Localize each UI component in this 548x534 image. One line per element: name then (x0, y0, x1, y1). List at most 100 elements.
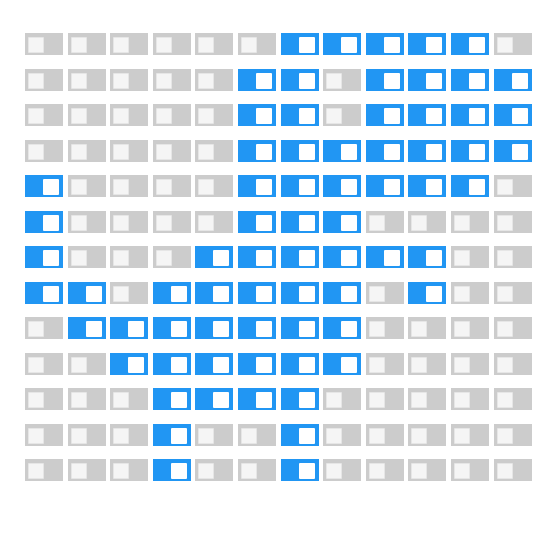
toggle-switch-r13-c2[interactable] (68, 459, 106, 481)
toggle-switch-r8-c7[interactable] (281, 282, 319, 304)
toggle-switch-r4-c4[interactable] (153, 140, 191, 162)
toggle-switch-r2-c1[interactable] (25, 69, 63, 91)
toggle-switch-r4-c10[interactable] (408, 140, 446, 162)
toggle-switch-r9-c10[interactable] (408, 317, 446, 339)
toggle-switch-r7-c11[interactable] (451, 246, 489, 268)
toggle-switch-r6-c7[interactable] (281, 211, 319, 233)
toggle-switch-r10-c9[interactable] (366, 353, 404, 375)
toggle-switch-r4-c12[interactable] (494, 140, 532, 162)
toggle-switch-r5-c6[interactable] (238, 175, 276, 197)
toggle-switch-r11-c3[interactable] (110, 388, 148, 410)
toggle-switch-r12-c12[interactable] (494, 424, 532, 446)
toggle-switch-r7-c5[interactable] (195, 246, 233, 268)
toggle-switch-r3-c6[interactable] (238, 104, 276, 126)
toggle-switch-r13-c11[interactable] (451, 459, 489, 481)
toggle-switch-r6-c12[interactable] (494, 211, 532, 233)
toggle-switch-r10-c3[interactable] (110, 353, 148, 375)
toggle-switch-r12-c9[interactable] (366, 424, 404, 446)
toggle-switch-r11-c1[interactable] (25, 388, 63, 410)
toggle-switch-r9-c12[interactable] (494, 317, 532, 339)
toggle-switch-r4-c7[interactable] (281, 140, 319, 162)
toggle-switch-r5-c10[interactable] (408, 175, 446, 197)
toggle-switch-r10-c10[interactable] (408, 353, 446, 375)
toggle-switch-r10-c6[interactable] (238, 353, 276, 375)
toggle-switch-r7-c8[interactable] (323, 246, 361, 268)
toggle-switch-r7-c4[interactable] (153, 246, 191, 268)
toggle-switch-r3-c2[interactable] (68, 104, 106, 126)
toggle-switch-r9-c8[interactable] (323, 317, 361, 339)
toggle-switch-r5-c4[interactable] (153, 175, 191, 197)
toggle-switch-r13-c12[interactable] (494, 459, 532, 481)
toggle-switch-r2-c8[interactable] (323, 69, 361, 91)
toggle-switch-r2-c11[interactable] (451, 69, 489, 91)
toggle-switch-r6-c5[interactable] (195, 211, 233, 233)
toggle-switch-r5-c11[interactable] (451, 175, 489, 197)
toggle-switch-r9-c9[interactable] (366, 317, 404, 339)
toggle-switch-r4-c6[interactable] (238, 140, 276, 162)
toggle-switch-r2-c5[interactable] (195, 69, 233, 91)
toggle-switch-r1-c3[interactable] (110, 33, 148, 55)
toggle-switch-r10-c5[interactable] (195, 353, 233, 375)
toggle-switch-r9-c3[interactable] (110, 317, 148, 339)
toggle-switch-r9-c1[interactable] (25, 317, 63, 339)
toggle-switch-r6-c2[interactable] (68, 211, 106, 233)
toggle-switch-r13-c5[interactable] (195, 459, 233, 481)
toggle-switch-r13-c10[interactable] (408, 459, 446, 481)
toggle-switch-r11-c9[interactable] (366, 388, 404, 410)
toggle-switch-r8-c8[interactable] (323, 282, 361, 304)
toggle-switch-r2-c6[interactable] (238, 69, 276, 91)
toggle-switch-r2-c3[interactable] (110, 69, 148, 91)
toggle-switch-r13-c4[interactable] (153, 459, 191, 481)
toggle-switch-r5-c1[interactable] (25, 175, 63, 197)
toggle-switch-r9-c7[interactable] (281, 317, 319, 339)
toggle-switch-r1-c6[interactable] (238, 33, 276, 55)
toggle-switch-r2-c4[interactable] (153, 69, 191, 91)
toggle-switch-r3-c8[interactable] (323, 104, 361, 126)
toggle-switch-r6-c1[interactable] (25, 211, 63, 233)
toggle-switch-r1-c9[interactable] (366, 33, 404, 55)
toggle-switch-r9-c2[interactable] (68, 317, 106, 339)
toggle-switch-r10-c7[interactable] (281, 353, 319, 375)
toggle-switch-r1-c1[interactable] (25, 33, 63, 55)
toggle-switch-r9-c6[interactable] (238, 317, 276, 339)
toggle-switch-r2-c10[interactable] (408, 69, 446, 91)
toggle-switch-r6-c10[interactable] (408, 211, 446, 233)
toggle-switch-r3-c9[interactable] (366, 104, 404, 126)
toggle-switch-r7-c9[interactable] (366, 246, 404, 268)
toggle-switch-r8-c3[interactable] (110, 282, 148, 304)
toggle-switch-r3-c10[interactable] (408, 104, 446, 126)
toggle-switch-r3-c12[interactable] (494, 104, 532, 126)
toggle-switch-r12-c8[interactable] (323, 424, 361, 446)
toggle-switch-r12-c7[interactable] (281, 424, 319, 446)
toggle-switch-r7-c12[interactable] (494, 246, 532, 268)
toggle-switch-r8-c11[interactable] (451, 282, 489, 304)
toggle-switch-r6-c8[interactable] (323, 211, 361, 233)
toggle-switch-r11-c10[interactable] (408, 388, 446, 410)
toggle-switch-r1-c5[interactable] (195, 33, 233, 55)
toggle-switch-r2-c7[interactable] (281, 69, 319, 91)
toggle-switch-r11-c8[interactable] (323, 388, 361, 410)
toggle-switch-r8-c5[interactable] (195, 282, 233, 304)
toggle-switch-r9-c5[interactable] (195, 317, 233, 339)
toggle-switch-r5-c12[interactable] (494, 175, 532, 197)
toggle-switch-r12-c3[interactable] (110, 424, 148, 446)
toggle-switch-r1-c8[interactable] (323, 33, 361, 55)
toggle-switch-r12-c11[interactable] (451, 424, 489, 446)
toggle-switch-r5-c5[interactable] (195, 175, 233, 197)
toggle-switch-r7-c3[interactable] (110, 246, 148, 268)
toggle-switch-r4-c5[interactable] (195, 140, 233, 162)
toggle-switch-r10-c8[interactable] (323, 353, 361, 375)
toggle-switch-r6-c4[interactable] (153, 211, 191, 233)
toggle-switch-r1-c12[interactable] (494, 33, 532, 55)
toggle-switch-r5-c3[interactable] (110, 175, 148, 197)
toggle-switch-r9-c11[interactable] (451, 317, 489, 339)
toggle-switch-r5-c9[interactable] (366, 175, 404, 197)
toggle-switch-r13-c9[interactable] (366, 459, 404, 481)
toggle-switch-r3-c11[interactable] (451, 104, 489, 126)
toggle-switch-r11-c2[interactable] (68, 388, 106, 410)
toggle-switch-r8-c6[interactable] (238, 282, 276, 304)
toggle-switch-r13-c1[interactable] (25, 459, 63, 481)
toggle-switch-r1-c7[interactable] (281, 33, 319, 55)
toggle-switch-r13-c7[interactable] (281, 459, 319, 481)
toggle-switch-r4-c3[interactable] (110, 140, 148, 162)
